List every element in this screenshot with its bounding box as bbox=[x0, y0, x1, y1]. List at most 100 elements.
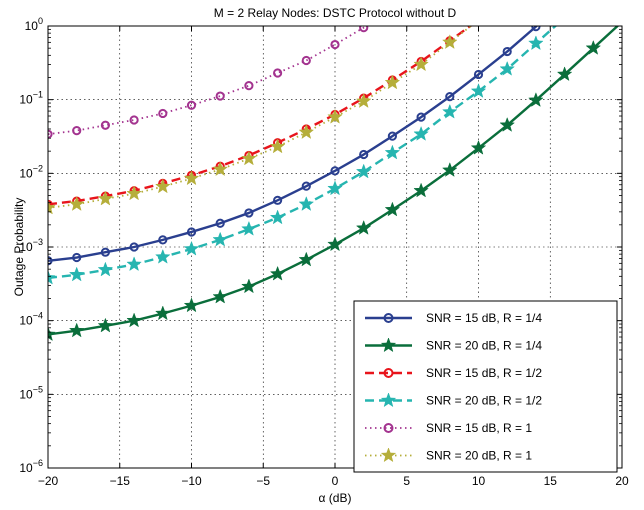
legend: SNR = 15 dB, R = 1/4 SNR = 20 dB, R = 1/4… bbox=[353, 300, 618, 473]
data-point bbox=[98, 318, 113, 333]
data-point bbox=[270, 209, 285, 224]
y-tick-label: 10−6 bbox=[19, 458, 43, 475]
data-point bbox=[471, 83, 486, 98]
data-point bbox=[270, 138, 285, 153]
data-point bbox=[212, 289, 228, 304]
legend-label: SNR = 20 dB, R = 1/2 bbox=[426, 394, 542, 408]
data-point bbox=[327, 180, 343, 195]
data-point bbox=[215, 218, 225, 228]
data-point bbox=[528, 35, 544, 50]
data-point bbox=[241, 221, 257, 236]
data-point bbox=[69, 196, 85, 211]
data-point bbox=[413, 56, 429, 71]
x-tick-label: −15 bbox=[110, 474, 131, 488]
data-point bbox=[385, 74, 400, 90]
x-axis-label: α (dB) bbox=[319, 491, 352, 505]
series-line bbox=[48, 26, 539, 262]
data-point bbox=[531, 26, 541, 32]
axis-ticks: −20 −15 −10 −5 0 5 10 15 20 10−6 10−5 10−4 10−3 10−2 1… bbox=[19, 16, 629, 488]
legend-label: SNR = 20 dB, R = 1/4 bbox=[426, 339, 542, 353]
legend-label: SNR = 15 dB, R = 1/2 bbox=[426, 366, 542, 380]
data-point bbox=[129, 115, 139, 125]
data-point bbox=[184, 170, 199, 185]
data-point bbox=[126, 256, 142, 271]
data-point bbox=[48, 200, 56, 215]
data-point bbox=[273, 195, 283, 205]
data-point bbox=[383, 423, 394, 433]
series-4 bbox=[48, 26, 558, 285]
data-point bbox=[416, 112, 426, 122]
legend-entry: SNR = 20 dB, R = 1/2 bbox=[365, 392, 542, 408]
data-point bbox=[48, 270, 56, 285]
data-point bbox=[186, 227, 197, 237]
x-tick-label: 5 bbox=[403, 474, 410, 488]
data-point bbox=[499, 117, 515, 132]
data-point bbox=[72, 252, 82, 263]
series-1 bbox=[48, 26, 541, 266]
data-point bbox=[241, 278, 257, 293]
data-point bbox=[186, 100, 197, 110]
legend-entry: SNR = 15 dB, R = 1/4 bbox=[365, 311, 542, 325]
x-tick-label: 0 bbox=[332, 474, 339, 488]
data-point bbox=[244, 81, 254, 91]
data-point bbox=[98, 262, 113, 277]
data-point bbox=[301, 181, 311, 191]
series-2 bbox=[48, 26, 620, 341]
data-point bbox=[158, 108, 168, 119]
data-point bbox=[241, 150, 257, 166]
data-point bbox=[212, 161, 228, 176]
data-point bbox=[129, 242, 139, 252]
y-tick-label: 100 bbox=[25, 16, 43, 33]
series-layer bbox=[48, 26, 620, 341]
data-point bbox=[442, 104, 458, 119]
data-point bbox=[155, 178, 171, 193]
x-tick-label: 10 bbox=[472, 474, 486, 488]
legend-label: SNR = 20 dB, R = 1 bbox=[426, 449, 532, 463]
data-point bbox=[473, 69, 484, 80]
data-point bbox=[215, 91, 225, 101]
data-point bbox=[381, 447, 396, 462]
data-point bbox=[502, 46, 512, 57]
data-point bbox=[212, 232, 228, 247]
data-point bbox=[383, 313, 394, 323]
data-point bbox=[387, 131, 397, 141]
data-point bbox=[413, 183, 429, 198]
data-point bbox=[273, 68, 283, 78]
y-tick-label: 10−4 bbox=[19, 311, 43, 328]
legend-box bbox=[353, 300, 618, 473]
data-point bbox=[499, 61, 515, 76]
data-point bbox=[330, 39, 340, 50]
legend-label: SNR = 15 dB, R = 1 bbox=[426, 421, 532, 435]
data-point bbox=[298, 196, 314, 211]
data-point bbox=[100, 247, 111, 257]
data-point bbox=[298, 252, 314, 267]
data-point bbox=[69, 322, 85, 338]
data-point bbox=[442, 34, 458, 49]
series-5 bbox=[48, 26, 369, 139]
series-line bbox=[48, 26, 473, 206]
data-point bbox=[126, 312, 142, 327]
data-point bbox=[381, 337, 396, 352]
data-point bbox=[383, 368, 394, 378]
data-point bbox=[244, 208, 254, 218]
data-point bbox=[327, 236, 343, 251]
data-point bbox=[270, 266, 285, 281]
legend-label: SNR = 15 dB, R = 1/4 bbox=[426, 311, 542, 325]
x-tick-label: 20 bbox=[615, 474, 629, 488]
data-point bbox=[327, 109, 343, 124]
data-point bbox=[126, 185, 142, 200]
data-point bbox=[356, 93, 372, 108]
data-point bbox=[98, 191, 113, 206]
data-point bbox=[381, 392, 396, 407]
y-tick-label: 10−3 bbox=[19, 237, 43, 254]
data-point bbox=[356, 164, 372, 179]
data-point bbox=[442, 162, 458, 177]
x-tick-label: −20 bbox=[38, 474, 59, 488]
data-point bbox=[298, 124, 314, 139]
legend-entry: SNR = 15 dB, R = 1/2 bbox=[365, 366, 542, 380]
data-point bbox=[155, 249, 171, 264]
data-point bbox=[330, 166, 340, 176]
data-point bbox=[356, 220, 372, 235]
data-point bbox=[69, 267, 85, 282]
